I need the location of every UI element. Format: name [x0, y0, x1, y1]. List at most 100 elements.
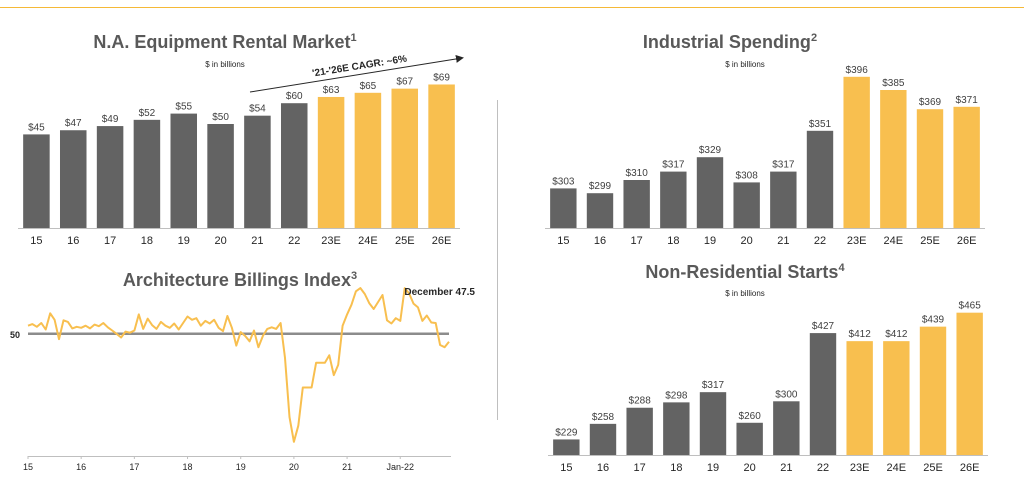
rental-tick-label: 17	[104, 235, 116, 247]
nonres-tick-label: 18	[670, 462, 682, 474]
industrial-tick-label: 25E	[920, 235, 940, 247]
nonres-tick-label: 19	[707, 462, 719, 474]
rental-cagr-arrow	[249, 55, 464, 93]
rental-data-label: $69	[433, 72, 450, 83]
nonres-bar	[773, 401, 800, 455]
panel-divider	[497, 100, 498, 420]
rental-bar	[207, 124, 234, 228]
nonres-data-label: $288	[629, 396, 652, 407]
rental-tick-label: 26E	[432, 235, 452, 247]
rental-tick-label: 15	[30, 235, 42, 247]
abi-series-line	[27, 287, 450, 443]
industrial-tick-label: 24E	[884, 235, 904, 247]
rental-data-label: $50	[212, 112, 229, 123]
abi-title-text: Architecture Billings Index	[122, 270, 351, 290]
rental-footnote-marker: 1	[350, 32, 357, 44]
rental-bar	[59, 130, 87, 228]
nonres-tick-label: 17	[634, 462, 646, 474]
industrial-data-label: $369	[919, 97, 942, 108]
nonres-bar	[956, 312, 983, 455]
rental-bar	[244, 115, 271, 228]
rental-bar	[133, 119, 161, 228]
nonres-tick-label: 20	[744, 462, 756, 474]
rental-bar	[428, 84, 455, 228]
nonres-footnote-marker: 4	[838, 262, 845, 274]
nonres-bar	[919, 326, 947, 455]
rental-tick-label: 19	[178, 235, 190, 247]
industrial-chart-title: Industrial Spending2	[600, 32, 860, 53]
industrial-data-label: $308	[736, 170, 759, 181]
industrial-tick-label: 18	[667, 235, 679, 247]
industrial-data-label: $317	[772, 160, 795, 171]
rental-data-label: $45	[28, 122, 45, 133]
industrial-data-label: $371	[956, 95, 979, 106]
nonres-bar	[699, 392, 727, 455]
rental-chart-subtitle: $ in billions	[205, 60, 245, 69]
nonres-tick-label: 15	[560, 462, 572, 474]
abi-reference-label: 50	[10, 330, 20, 340]
nonres-data-label: $412	[849, 329, 872, 340]
nonres-data-label: $300	[775, 389, 798, 400]
nonres-title-text: Non-Residential Starts	[645, 262, 839, 282]
industrial-tick-label: 15	[557, 235, 569, 247]
nonres-data-label: $439	[922, 315, 945, 326]
nonres-bar	[809, 333, 837, 455]
rental-data-label: $67	[396, 77, 413, 88]
top-accent-rule	[0, 7, 1024, 8]
industrial-tick-label: 20	[741, 235, 753, 247]
rental-data-label: $54	[249, 104, 266, 115]
industrial-tick-label: 17	[631, 235, 643, 247]
industrial-data-label: $299	[589, 181, 612, 192]
rental-data-label: $47	[65, 118, 82, 129]
rental-data-label: $49	[102, 114, 119, 125]
abi-x-tick-label: 18	[183, 462, 193, 472]
nonres-data-label: $260	[739, 411, 762, 422]
industrial-bar	[623, 180, 650, 228]
industrial-tick-label: 23E	[847, 235, 867, 247]
nonres-bar	[663, 402, 690, 455]
nonres-bar	[883, 341, 910, 455]
nonres-bar	[626, 407, 653, 455]
industrial-data-label: $396	[846, 65, 869, 76]
rental-title-text: N.A. Equipment Rental Market	[93, 32, 351, 52]
industrial-bar	[916, 109, 944, 228]
nonres-tick-label: 23E	[850, 462, 870, 474]
nonres-bar	[846, 341, 873, 455]
rental-tick-label: 22	[288, 235, 300, 247]
nonres-data-label: $258	[592, 412, 615, 423]
rental-data-label: $55	[175, 102, 192, 113]
abi-end-label: December 47.5	[404, 287, 475, 298]
industrial-bar	[586, 193, 614, 228]
industrial-data-label: $329	[699, 145, 722, 156]
industrial-data-label: $303	[552, 176, 575, 187]
nonres-bar	[736, 422, 763, 455]
nonres-chart-subtitle: $ in billions	[725, 289, 765, 298]
rental-data-label: $52	[139, 108, 156, 119]
nonres-tick-label: 25E	[923, 462, 943, 474]
industrial-footnote-marker: 2	[810, 32, 818, 44]
abi-x-tick-label: 15	[23, 462, 33, 472]
industrial-bar	[806, 130, 834, 228]
abi-x-tick-label: Jan-22	[386, 462, 414, 472]
industrial-bar	[733, 182, 760, 228]
industrial-tick-label: 16	[594, 235, 606, 247]
industrial-tick-label: 26E	[957, 235, 977, 247]
industrial-tick-label: 21	[777, 235, 789, 247]
nonres-tick-label: 21	[780, 462, 792, 474]
industrial-chart-subtitle: $ in billions	[725, 60, 765, 69]
rental-bar	[317, 96, 345, 229]
nonres-chart-title: Non-Residential Starts4	[605, 262, 885, 283]
industrial-tick-label: 22	[814, 235, 826, 247]
rental-bar	[391, 88, 419, 228]
rental-tick-label: 18	[141, 235, 153, 247]
industrial-bar	[953, 106, 980, 228]
nonres-data-label: $427	[812, 321, 835, 332]
industrial-bar	[660, 171, 687, 228]
nonres-data-label: $317	[702, 380, 725, 391]
nonres-tick-label: 24E	[887, 462, 907, 474]
nonres-tick-label: 22	[817, 462, 829, 474]
abi-x-tick-label: 21	[342, 462, 352, 472]
industrial-data-label: $310	[626, 168, 649, 179]
abi-x-tick-label: 19	[236, 462, 246, 472]
abi-footnote-marker: 3	[350, 270, 358, 282]
